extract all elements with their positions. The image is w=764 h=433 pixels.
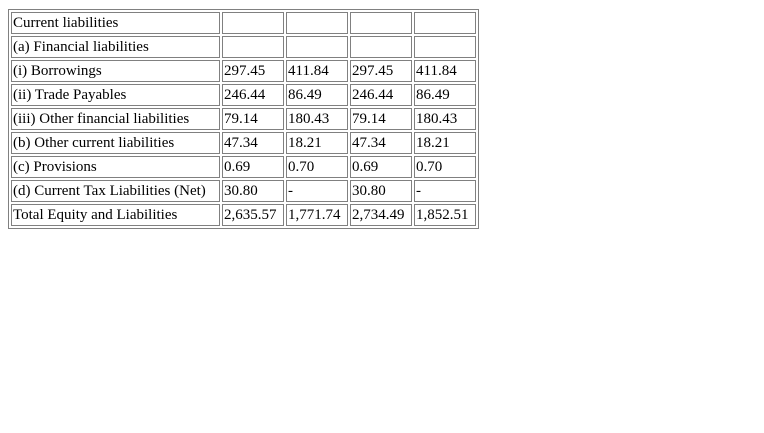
row-label: Current liabilities [11,12,220,34]
value-cell: 79.14 [350,108,412,130]
value-cell: 1,852.51 [414,204,476,226]
table-row: (i) Borrowings 297.45 411.84 297.45 411.84 [11,60,476,82]
value-cell: 86.49 [414,84,476,106]
value-cell: - [286,180,348,202]
value-cell: 2,734.49 [350,204,412,226]
value-cell: 47.34 [222,132,284,154]
value-cell: 297.45 [222,60,284,82]
table-row: Total Equity and Liabilities 2,635.57 1,77… [11,204,476,226]
value-cell [350,36,412,58]
value-cell [286,12,348,34]
row-label: (b) Other current liabilities [11,132,220,154]
value-cell: 180.43 [414,108,476,130]
row-label: (i) Borrowings [11,60,220,82]
table-row: (a) Financial liabilities [11,36,476,58]
value-cell: 86.49 [286,84,348,106]
row-label: (a) Financial liabilities [11,36,220,58]
table-row: Current liabilities [11,12,476,34]
value-cell: 30.80 [350,180,412,202]
value-cell: 0.70 [414,156,476,178]
liabilities-table: Current liabilities (a) Financial liabili… [8,9,479,229]
value-cell: 297.45 [350,60,412,82]
row-label: (c) Provisions [11,156,220,178]
value-cell: 180.43 [286,108,348,130]
table-row: (ii) Trade Payables 246.44 86.49 246.44 86.4… [11,84,476,106]
value-cell [222,12,284,34]
value-cell [286,36,348,58]
value-cell: 411.84 [286,60,348,82]
row-label: (ii) Trade Payables [11,84,220,106]
value-cell: 30.80 [222,180,284,202]
table-row: (b) Other current liabilities 47.34 18.21 4… [11,132,476,154]
row-label: (iii) Other financial liabilities [11,108,220,130]
value-cell: 411.84 [414,60,476,82]
value-cell: - [414,180,476,202]
value-cell: 18.21 [286,132,348,154]
value-cell: 79.14 [222,108,284,130]
value-cell: 18.21 [414,132,476,154]
value-cell: 1,771.74 [286,204,348,226]
value-cell: 0.69 [222,156,284,178]
value-cell: 0.70 [286,156,348,178]
table-body: Current liabilities (a) Financial liabili… [11,12,476,226]
value-cell: 0.69 [350,156,412,178]
value-cell: 246.44 [350,84,412,106]
row-label: Total Equity and Liabilities [11,204,220,226]
value-cell [350,12,412,34]
row-label: (d) Current Tax Liabilities (Net) [11,180,220,202]
table-row: (c) Provisions 0.69 0.70 0.69 0.70 [11,156,476,178]
value-cell [414,12,476,34]
value-cell: 47.34 [350,132,412,154]
value-cell [414,36,476,58]
table-row: (d) Current Tax Liabilities (Net) 30.80-3… [11,180,476,202]
value-cell [222,36,284,58]
value-cell: 246.44 [222,84,284,106]
value-cell: 2,635.57 [222,204,284,226]
table-row: (iii) Other financial liabilities 79.14 18… [11,108,476,130]
